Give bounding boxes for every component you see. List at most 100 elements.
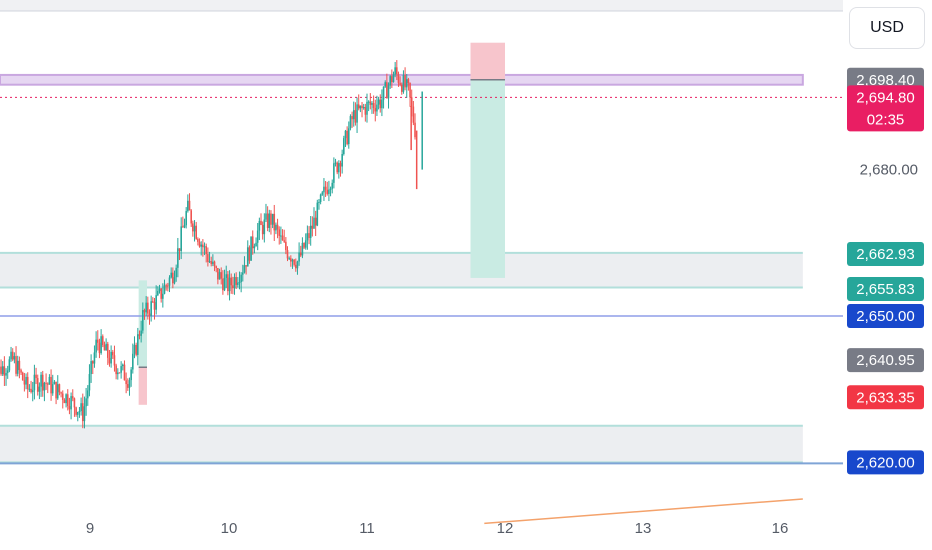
- candle: [200, 244, 202, 247]
- candle: [323, 186, 325, 193]
- candle: [328, 189, 330, 194]
- candle: [78, 411, 81, 413]
- candle: [130, 369, 132, 381]
- candle: [105, 343, 107, 351]
- candle: [392, 74, 395, 83]
- candle: [298, 252, 300, 262]
- axes: 9 10 11 12 13 16 2,680.00: [0, 0, 918, 537]
- candle: [359, 105, 362, 109]
- candle: [301, 242, 304, 256]
- candle: [76, 412, 79, 415]
- trend-line: [484, 498, 803, 525]
- candle: [5, 372, 7, 376]
- candle: [98, 342, 101, 354]
- candle: [285, 241, 287, 251]
- support-zone: [0, 252, 803, 288]
- x-tick-label: 9: [86, 520, 94, 537]
- candle: [377, 99, 380, 105]
- countdown-label: 02:35: [867, 111, 905, 128]
- candle: [273, 213, 276, 231]
- candle: [376, 104, 378, 112]
- price-tags: 2,698.402,694.80 02:35 2,662.93 2,655.83 2,6…: [847, 67, 924, 475]
- candle: [50, 376, 52, 394]
- candle: [232, 285, 234, 289]
- candle: [410, 97, 413, 107]
- price-tag-label: 2,698.40: [856, 72, 914, 89]
- candle: [183, 225, 186, 228]
- candle: [242, 272, 244, 275]
- candle: [354, 110, 357, 123]
- candle: [178, 248, 181, 251]
- candle: [333, 163, 335, 183]
- candle: [318, 202, 320, 204]
- candle: [187, 200, 189, 212]
- candle: [147, 302, 149, 314]
- candle: [391, 76, 393, 83]
- price-tag-label: 2,662.93: [856, 246, 914, 263]
- candle: [400, 84, 403, 92]
- candle: [0, 366, 2, 375]
- candle: [255, 242, 257, 247]
- candle: [125, 380, 127, 385]
- candle: [371, 103, 373, 105]
- candle: [80, 403, 82, 412]
- candle: [223, 277, 226, 291]
- candle: [251, 236, 254, 249]
- candle: [162, 293, 164, 299]
- candle: [61, 393, 64, 400]
- candle: [23, 380, 26, 385]
- candle: [245, 265, 247, 267]
- candle: [207, 254, 209, 262]
- candle: [133, 344, 136, 354]
- candle: [158, 288, 161, 291]
- candle: [324, 186, 327, 190]
- candle: [276, 224, 279, 230]
- candle: [404, 75, 406, 88]
- candle: [329, 188, 332, 190]
- candle: [46, 383, 49, 385]
- candle: [93, 352, 96, 364]
- candle: [132, 353, 134, 370]
- candle: [185, 211, 187, 226]
- currency-button[interactable]: USD: [849, 7, 925, 49]
- candle: [53, 381, 56, 385]
- top-bar: [0, 0, 843, 11]
- candle: [66, 394, 69, 406]
- candle: [28, 388, 31, 390]
- candle: [140, 330, 142, 336]
- candle: [10, 351, 12, 360]
- price-tag-label: 2,694.80: [856, 89, 914, 106]
- candle: [1, 366, 4, 375]
- candle: [30, 388, 32, 393]
- candle: [20, 370, 22, 373]
- candle: [268, 213, 271, 228]
- candle: [88, 374, 91, 391]
- support-zone: [0, 425, 803, 463]
- candle: [135, 344, 137, 355]
- candle: [220, 272, 223, 279]
- candle: [407, 79, 410, 83]
- candle: [8, 359, 11, 371]
- candle: [118, 372, 121, 374]
- candle: [331, 182, 334, 189]
- candle: [182, 226, 184, 228]
- candle: [336, 162, 338, 173]
- candle: [83, 406, 86, 422]
- candle: [117, 372, 119, 375]
- candle: [389, 76, 391, 86]
- candle: [347, 128, 350, 145]
- candle: [155, 295, 157, 310]
- candle: [148, 313, 151, 316]
- candle: [253, 246, 256, 249]
- candle: [414, 122, 416, 138]
- candle: [43, 382, 46, 391]
- candle: [122, 364, 124, 367]
- candle: [386, 82, 388, 99]
- candle: [372, 103, 375, 109]
- candle: [33, 374, 36, 391]
- candle: [303, 242, 305, 248]
- zones-layer: [0, 73, 804, 464]
- price-tag-label: 2,633.35: [856, 389, 914, 406]
- candle: [137, 334, 139, 355]
